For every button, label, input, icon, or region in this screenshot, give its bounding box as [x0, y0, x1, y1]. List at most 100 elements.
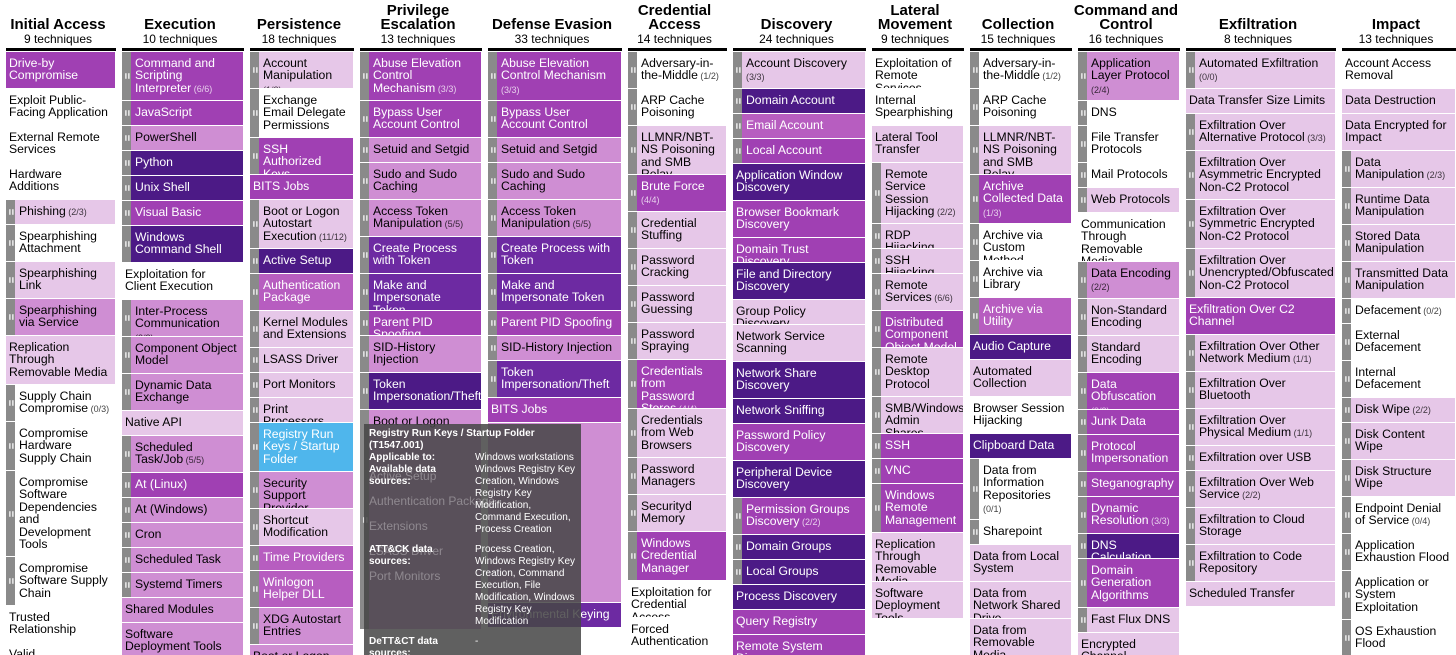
sub-technique-cell[interactable]: Compromise Software Dependencies and Dev…: [6, 470, 116, 556]
technique-cell[interactable]: Data Obfuscation (3/3): [1078, 372, 1180, 409]
tactic-header[interactable]: Credential Access 14 techniques: [622, 3, 727, 46]
technique-cell[interactable]: Data Destruction: [1342, 88, 1456, 113]
technique-cell[interactable]: Network Service Scanning: [733, 324, 866, 361]
sub-technique-cell[interactable]: SSH: [872, 433, 964, 458]
sub-technique-cell[interactable]: VNC: [872, 458, 964, 483]
technique-cell[interactable]: Clipboard Data: [970, 433, 1072, 458]
sub-technique-cell[interactable]: Stored Data Manipulation: [1342, 224, 1456, 261]
technique-cell[interactable]: Dynamic Resolution (3/3): [1078, 496, 1180, 533]
technique-cell[interactable]: Browser Session Hijacking: [970, 396, 1072, 433]
technique-cell[interactable]: Peripheral Device Discovery: [733, 460, 866, 497]
sub-technique-cell[interactable]: Email Account: [733, 113, 866, 138]
expand-toggle-icon[interactable]: [628, 175, 637, 211]
expand-toggle-icon[interactable]: [250, 52, 259, 88]
sub-technique-cell[interactable]: Windows Command Shell: [122, 225, 244, 262]
sub-technique-cell[interactable]: LLMNR/NBT-NS Poisoning and SMB Relay: [628, 125, 727, 174]
sub-technique-cell[interactable]: Archive via Custom Method: [970, 223, 1072, 260]
expand-toggle-icon[interactable]: [122, 52, 131, 100]
technique-cell[interactable]: Scheduled Task/Job (5/5): [122, 435, 244, 472]
sub-technique-cell[interactable]: Exchange Email Delegate Permissions: [250, 88, 354, 137]
sub-technique-cell[interactable]: Password Guessing: [628, 285, 727, 322]
sub-technique-cell[interactable]: Scheduled Task: [122, 547, 244, 572]
sub-technique-cell[interactable]: Compromise Hardware Supply Chain: [6, 421, 116, 470]
expand-toggle-icon[interactable]: [6, 200, 15, 224]
technique-cell[interactable]: Archive Collected Data (1/3): [970, 174, 1072, 223]
technique-cell[interactable]: Access Token Manipulation (5/5): [360, 199, 482, 236]
technique-cell[interactable]: Credentials from Password Stores (4/4): [628, 359, 727, 408]
technique-cell[interactable]: Abuse Elevation Control Mechanism (3/3): [360, 51, 482, 100]
sub-technique-cell[interactable]: Runtime Data Manipulation: [1342, 187, 1456, 224]
technique-cell[interactable]: Exploitation for Credential Access: [628, 580, 727, 617]
sub-technique-cell[interactable]: Web Protocols: [1078, 187, 1180, 212]
technique-cell[interactable]: Automated Exfiltration (0/0): [1186, 51, 1336, 88]
technique-cell[interactable]: Exfiltration Over Other Network Medium (…: [1186, 334, 1336, 371]
sub-technique-cell[interactable]: Bypass User Account Control: [488, 100, 622, 137]
technique-cell[interactable]: Audio Capture: [970, 334, 1072, 359]
sub-technique-cell[interactable]: Port Monitors: [250, 372, 354, 397]
sub-technique-cell[interactable]: Standard Encoding: [1078, 335, 1180, 372]
technique-cell[interactable]: Forced Authentication: [628, 617, 727, 654]
technique-cell[interactable]: Scheduled Transfer: [1186, 581, 1336, 606]
sub-technique-cell[interactable]: Winlogon Helper DLL: [250, 570, 354, 607]
tactic-header[interactable]: Exfiltration 8 techniques: [1180, 4, 1336, 46]
tactic-header[interactable]: Execution 10 techniques: [116, 4, 244, 46]
sub-technique-cell[interactable]: Exfiltration Over Asymmetric Encrypted N…: [1186, 150, 1336, 199]
expand-toggle-icon[interactable]: [1342, 497, 1351, 533]
technique-cell[interactable]: BITS Jobs: [250, 174, 354, 199]
sub-technique-cell[interactable]: Cron: [122, 522, 244, 547]
expand-toggle-icon[interactable]: [1186, 409, 1195, 445]
technique-cell[interactable]: Software Deployment Tools: [872, 581, 964, 618]
sub-technique-cell[interactable]: Component Object Model: [122, 336, 244, 373]
technique-cell[interactable]: Application Window Discovery: [733, 163, 866, 200]
sub-technique-cell[interactable]: Application or System Exploitation: [1342, 570, 1456, 619]
sub-technique-cell[interactable]: Spearphishing Link: [6, 261, 116, 298]
expand-toggle-icon[interactable]: [1342, 398, 1351, 422]
expand-toggle-icon[interactable]: [360, 52, 369, 100]
technique-cell[interactable]: Communication Through Removable Media: [1078, 212, 1180, 261]
expand-toggle-icon[interactable]: [872, 274, 881, 310]
technique-cell[interactable]: Data from Information Repositories (0/1): [970, 458, 1072, 519]
sub-technique-cell[interactable]: Make and Impersonate Token: [360, 273, 482, 310]
expand-toggle-icon[interactable]: [1078, 52, 1087, 100]
tactic-header[interactable]: Command and Control 16 techniques: [1072, 3, 1180, 46]
technique-cell[interactable]: Internal Spearphishing: [872, 88, 964, 125]
technique-cell[interactable]: Account Discovery (3/3): [733, 51, 866, 88]
tactic-header[interactable]: Collection 15 techniques: [964, 4, 1072, 46]
technique-cell[interactable]: Account Access Removal: [1342, 51, 1456, 88]
sub-technique-cell[interactable]: JavaScript: [122, 100, 244, 125]
sub-technique-cell[interactable]: Shortcut Modification: [250, 508, 354, 545]
sub-technique-cell[interactable]: Create Process with Token: [488, 236, 622, 273]
sub-technique-cell[interactable]: PowerShell: [122, 125, 244, 150]
technique-cell[interactable]: Account Manipulation (1/2): [250, 51, 354, 88]
technique-cell[interactable]: Access Token Manipulation (5/5): [488, 199, 622, 236]
technique-cell[interactable]: Exploitation for Client Execution: [122, 262, 244, 299]
sub-technique-cell[interactable]: Domain Groups: [733, 534, 866, 559]
technique-cell[interactable]: File and Directory Discovery: [733, 262, 866, 299]
expand-toggle-icon[interactable]: [1342, 299, 1351, 323]
technique-cell[interactable]: Network Share Discovery: [733, 361, 866, 398]
sub-technique-cell[interactable]: Credential Stuffing: [628, 211, 727, 248]
sub-technique-cell[interactable]: SSH Authorized Keys: [250, 137, 354, 174]
sub-technique-cell[interactable]: Active Setup: [250, 248, 354, 273]
sub-technique-cell[interactable]: DNS: [1078, 100, 1180, 125]
sub-technique-cell[interactable]: Authentication Package: [250, 273, 354, 310]
sub-technique-cell[interactable]: SMB/Windows Admin Shares: [872, 396, 964, 433]
technique-cell[interactable]: Automated Collection: [970, 359, 1072, 396]
sub-technique-cell[interactable]: Application Exhaustion Flood: [1342, 533, 1456, 570]
expand-toggle-icon[interactable]: [872, 163, 881, 223]
sub-technique-cell[interactable]: Spearphishing via Service: [6, 298, 116, 335]
sub-technique-cell[interactable]: Token Impersonation/Theft: [488, 360, 622, 397]
technique-cell[interactable]: Command and Scripting Interpreter (6/6): [122, 51, 244, 100]
technique-cell[interactable]: Data Encrypted for Impact: [1342, 113, 1456, 150]
sub-technique-cell[interactable]: Distributed Component Object Model: [872, 310, 964, 347]
technique-cell[interactable]: BITS Jobs: [488, 397, 622, 422]
sub-technique-cell[interactable]: Python: [122, 150, 244, 175]
technique-cell[interactable]: Password Policy Discovery: [733, 423, 866, 460]
tactic-header[interactable]: Discovery 24 techniques: [727, 4, 866, 46]
technique-cell[interactable]: Network Sniffing: [733, 398, 866, 423]
sub-technique-cell[interactable]: Disk Content Wipe: [1342, 422, 1456, 459]
sub-technique-cell[interactable]: At (Linux): [122, 472, 244, 497]
technique-cell[interactable]: Brute Force (4/4): [628, 174, 727, 211]
technique-cell[interactable]: Remote Services (6/6): [872, 273, 964, 310]
sub-technique-cell[interactable]: Time Providers: [250, 545, 354, 570]
